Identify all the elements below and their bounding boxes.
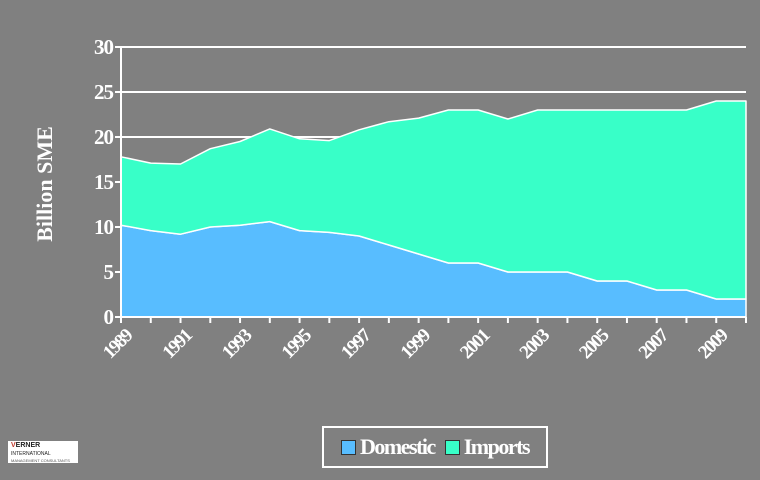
- y-tick-label: 10: [94, 215, 114, 239]
- x-tick-label: 2009: [694, 325, 732, 363]
- legend-swatch-imports: [444, 439, 460, 455]
- area-imports: [120, 100, 747, 300]
- x-tick-label: 1989: [99, 325, 137, 363]
- y-tick-label: 0: [104, 305, 114, 329]
- x-tick-label: 1997: [337, 324, 376, 363]
- legend-item-domestic: Domestic: [340, 434, 436, 460]
- logo-tagline: MANAGEMENT CONSULTANTS: [11, 457, 70, 463]
- company-logo: VERNER INTERNATIONAL MANAGEMENT CONSULTA…: [8, 441, 78, 463]
- logo-name: VERNER INTERNATIONAL: [11, 441, 51, 457]
- axes: [115, 46, 747, 323]
- y-tick-label: 25: [94, 80, 114, 104]
- x-tick-label: 1999: [397, 325, 435, 363]
- y-tick-label: 15: [94, 170, 114, 194]
- y-axis-label: Billion SME: [32, 126, 57, 242]
- x-tick-label: 1991: [159, 325, 197, 363]
- x-tick-label: 1995: [278, 325, 316, 363]
- x-tick-label: 2001: [456, 325, 494, 363]
- y-tick-label: 5: [104, 260, 114, 284]
- legend-item-imports: Imports: [444, 434, 531, 460]
- y-tick-label: 30: [94, 35, 114, 59]
- x-tick-label: 1993: [218, 325, 256, 363]
- x-tick-label: 2005: [575, 325, 613, 363]
- legend-swatch-domestic: [340, 439, 356, 455]
- area-series: [120, 100, 747, 318]
- x-tick-labels: 1989 1991 1993 1995 1997 1999 2001 2003 2005 2007…: [99, 324, 732, 363]
- x-tick-label: 2003: [516, 325, 554, 363]
- legend: Domestic Imports: [322, 426, 548, 468]
- y-tick-label: 20: [94, 125, 114, 149]
- x-tick-label: 2007: [635, 324, 674, 363]
- y-tick-labels: 0 5 10 15 20 25 30: [94, 35, 115, 329]
- legend-label-imports: Imports: [463, 434, 531, 459]
- legend-label-domestic: Domestic: [359, 434, 436, 459]
